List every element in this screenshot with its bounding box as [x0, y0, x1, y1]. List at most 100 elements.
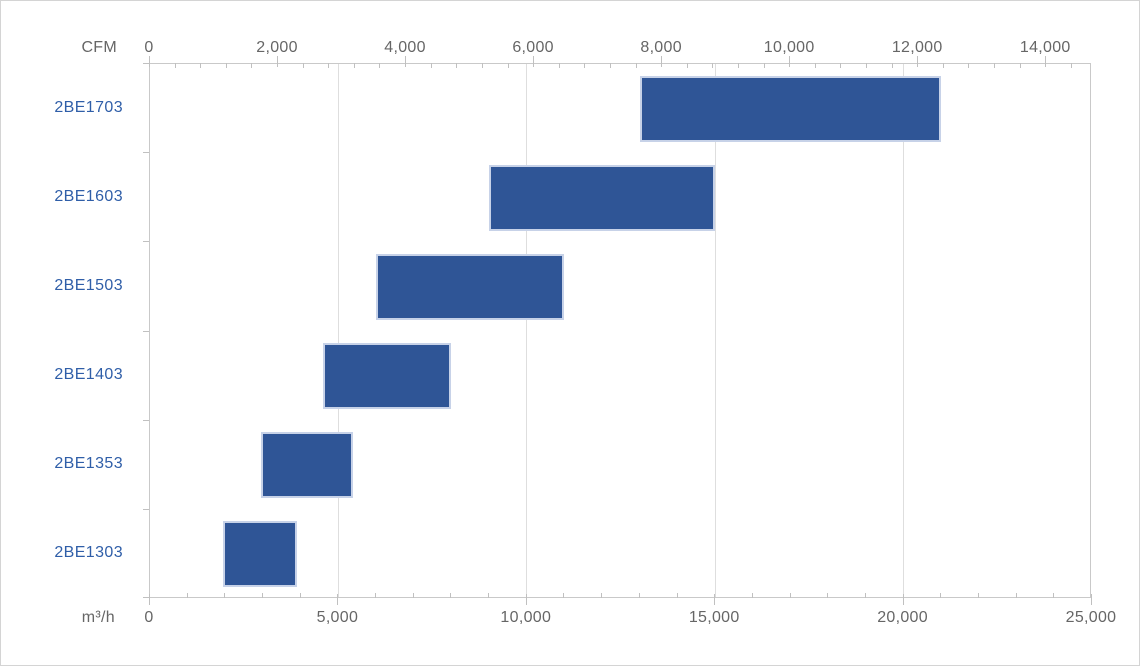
top-axis-minor-tick — [302, 63, 304, 68]
bottom-axis-minor-tick — [262, 593, 264, 598]
top-axis-minor-tick — [737, 63, 739, 68]
top-axis-major-tick — [1045, 56, 1047, 67]
bottom-axis-tick-label: 0 — [144, 609, 154, 626]
top-axis-minor-tick — [891, 63, 893, 68]
category-label: 2BE1603 — [54, 187, 123, 205]
top-axis-major-tick — [917, 56, 919, 67]
bottom-axis-tick-label: 20,000 — [877, 609, 928, 626]
category-label: 2BE1303 — [54, 544, 123, 562]
vertical-gridline — [903, 64, 905, 597]
top-axis-minor-tick — [866, 63, 867, 68]
top-axis-minor-tick — [456, 63, 458, 68]
bottom-axis-minor-tick — [186, 593, 188, 598]
top-axis-major-tick — [277, 56, 279, 67]
category-label: 2BE1503 — [54, 276, 123, 294]
category-label: 2BE1703 — [54, 98, 123, 116]
bottom-axis-minor-tick — [601, 593, 603, 598]
top-axis-minor-tick — [686, 63, 688, 68]
plot-area — [149, 63, 1091, 598]
top-axis-minor-tick — [353, 63, 355, 68]
top-axis-tick-label: 6,000 — [512, 39, 554, 56]
bottom-axis-minor-tick — [789, 593, 791, 598]
top-axis-minor-tick — [328, 63, 330, 68]
bottom-axis-minor-tick — [563, 593, 565, 598]
top-axis-tick-label: 14,000 — [1019, 39, 1071, 56]
top-axis-tick-label: 10,000 — [763, 39, 815, 56]
bottom-axis-minor-tick — [412, 593, 414, 598]
bottom-axis-tick-label: 5,000 — [316, 609, 359, 626]
top-axis-major-tick — [789, 56, 791, 67]
top-axis-minor-tick — [225, 63, 227, 68]
top-axis-major-tick — [533, 56, 535, 67]
vertical-gridline — [526, 64, 528, 597]
left-axis-tick-mark — [143, 330, 149, 332]
top-axis-tick-label: 8,000 — [640, 39, 682, 56]
bottom-axis-minor-tick — [1015, 593, 1017, 598]
top-axis-minor-tick — [430, 63, 432, 68]
bottom-axis-minor-tick — [977, 593, 979, 598]
bottom-axis-tick-label: 15,000 — [688, 609, 740, 626]
top-axis-minor-tick — [507, 63, 509, 68]
bottom-axis-minor-tick — [751, 593, 753, 598]
top-axis-minor-tick — [763, 63, 765, 68]
category-label: 2BE1403 — [54, 366, 123, 384]
top-axis-minor-tick — [1070, 63, 1072, 68]
bottom-axis-unit-label: m³/h — [81, 609, 115, 626]
left-axis-tick-mark — [143, 597, 149, 598]
bottom-axis-major-tick — [149, 594, 150, 605]
bottom-axis-minor-tick — [676, 593, 678, 598]
range-bar-2BE1503 — [376, 253, 565, 320]
vertical-gridline — [714, 64, 716, 597]
category-label: 2BE1353 — [54, 455, 123, 473]
top-axis-major-tick — [405, 56, 407, 67]
left-axis-tick-mark — [143, 508, 149, 510]
top-axis-minor-tick — [584, 63, 586, 68]
range-bar-2BE1403 — [323, 343, 452, 410]
top-axis-major-tick — [149, 56, 150, 67]
top-axis-minor-tick — [1019, 63, 1021, 68]
top-axis-tick-label: 4,000 — [384, 39, 426, 56]
top-axis-tick-label: 12,000 — [891, 39, 943, 56]
left-axis-tick-mark — [143, 419, 149, 421]
bottom-axis-minor-tick — [375, 593, 377, 598]
top-axis-minor-tick — [942, 63, 944, 68]
top-axis-minor-tick — [840, 63, 842, 68]
range-bar-2BE1353 — [261, 432, 354, 499]
bottom-axis-major-tick — [902, 594, 904, 605]
top-axis-minor-tick — [174, 63, 176, 68]
top-axis-minor-tick — [994, 63, 996, 68]
bottom-axis-minor-tick — [488, 593, 490, 598]
range-bar-2BE1303 — [223, 521, 297, 588]
top-axis-minor-tick — [814, 63, 816, 68]
top-axis-minor-tick — [481, 63, 483, 68]
top-axis-major-tick — [661, 56, 663, 67]
bottom-axis-major-tick — [525, 594, 527, 605]
bottom-axis-tick-label: 10,000 — [500, 609, 552, 626]
top-axis-minor-tick — [609, 63, 611, 68]
top-axis-minor-tick — [635, 63, 637, 68]
bottom-axis-minor-tick — [224, 593, 226, 598]
top-axis-minor-tick — [968, 63, 970, 68]
top-axis-minor-tick — [251, 63, 253, 68]
bottom-axis-tick-label: 25,000 — [1065, 609, 1117, 626]
bottom-axis-major-tick — [337, 594, 339, 605]
bottom-axis-minor-tick — [638, 593, 640, 598]
top-axis-minor-tick — [200, 63, 202, 68]
bottom-axis-minor-tick — [940, 593, 942, 598]
top-axis-tick-label: 2,000 — [256, 39, 298, 56]
top-axis-minor-tick — [379, 63, 381, 68]
left-axis-tick-mark — [143, 241, 149, 243]
vertical-gridline — [337, 64, 339, 597]
left-axis-tick-mark — [143, 63, 149, 64]
range-bar-2BE1603 — [489, 164, 716, 231]
top-axis-unit-label: CFM — [81, 39, 117, 56]
bottom-axis-minor-tick — [1053, 593, 1055, 598]
bottom-axis-minor-tick — [450, 593, 452, 598]
bottom-axis-minor-tick — [827, 593, 829, 598]
left-axis-tick-mark — [143, 152, 149, 154]
bottom-axis-minor-tick — [299, 593, 301, 598]
top-axis-minor-tick — [558, 63, 560, 68]
bottom-axis-minor-tick — [864, 593, 866, 598]
bottom-axis-major-tick — [1091, 594, 1092, 605]
